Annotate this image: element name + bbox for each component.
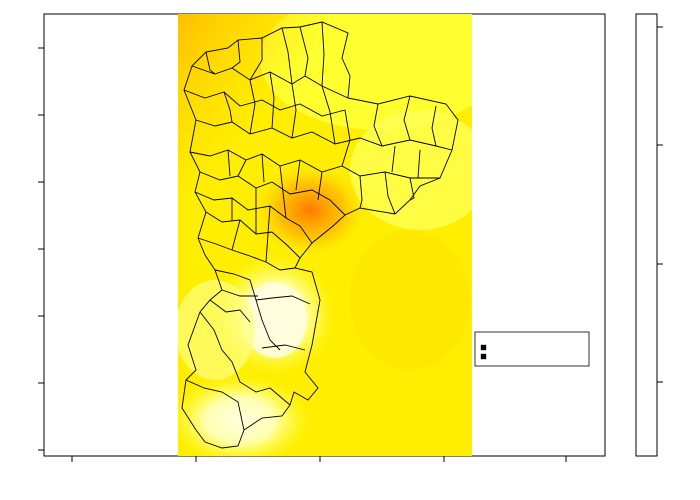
colorbar-frame — [635, 13, 658, 457]
legend-swatch-origin — [480, 344, 487, 351]
legend-swatch-destination — [480, 353, 487, 360]
colorbar-axis — [657, 26, 663, 383]
legend-box — [474, 331, 590, 367]
x-axis — [71, 456, 567, 462]
district-boundaries — [181, 21, 459, 449]
y-axis — [38, 47, 44, 451]
